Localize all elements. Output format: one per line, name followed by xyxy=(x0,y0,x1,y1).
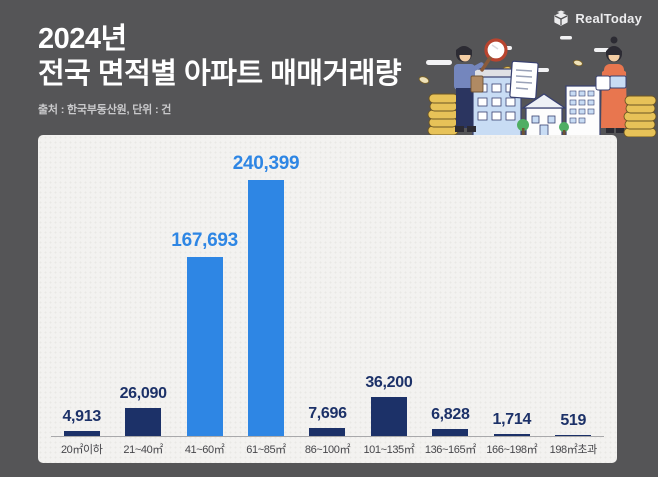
tick-label: 20㎡이하 xyxy=(60,444,103,456)
bar-value-label: 240,399 xyxy=(232,153,300,174)
bar-value-label: 26,090 xyxy=(119,385,167,402)
bar-column: 1,714 xyxy=(481,411,542,436)
bar xyxy=(555,435,592,436)
tick-label: 136~165㎡ xyxy=(424,444,476,456)
bar-value-label: 6,828 xyxy=(431,406,470,423)
tick-label: 41~60㎡ xyxy=(184,444,225,456)
bar xyxy=(493,434,530,436)
house-icon xyxy=(521,93,567,138)
chart-panel: 4,913 26,090 167,693 240,399 7,696 36,200 6,82… xyxy=(38,135,617,463)
bar-column: 167,693 xyxy=(171,230,238,436)
bar-value-label: 1,714 xyxy=(492,411,532,428)
bar-column: 36,200 xyxy=(358,374,419,436)
bar-value-label: 36,200 xyxy=(365,374,413,391)
bar-column: 26,090 xyxy=(112,385,173,436)
bar xyxy=(248,180,285,436)
bar-value-label: 167,693 xyxy=(171,230,238,251)
person-right xyxy=(595,36,627,133)
bar-chart: 4,913 26,090 167,693 240,399 7,696 36,200 6,82… xyxy=(51,143,604,437)
title-line2: 전국 면적별 아파트 매매거래량 xyxy=(38,57,402,90)
bar-value-label: 7,696 xyxy=(308,405,347,422)
building-white xyxy=(565,85,601,138)
bar-column: 6,828 xyxy=(420,406,481,436)
bar xyxy=(186,257,223,436)
bar xyxy=(370,397,407,436)
bar-column: 240,399 xyxy=(233,153,300,436)
bar-value-label: 519 xyxy=(560,412,587,429)
tick-label: 101~135㎡ xyxy=(363,444,415,456)
logo-text: RealToday xyxy=(575,10,642,26)
tick-label: 21~40㎡ xyxy=(123,444,163,456)
real-estate-illustration xyxy=(418,28,658,138)
tick-label: 61~85㎡ xyxy=(246,444,286,456)
coin-stack-left xyxy=(427,93,459,136)
bar xyxy=(125,408,162,436)
bar-column: 519 xyxy=(543,412,604,436)
tick-label: 166~198㎡ xyxy=(486,444,538,456)
bar xyxy=(309,428,346,436)
coin-stack-right xyxy=(623,95,657,138)
bar xyxy=(432,429,469,436)
magnifier-icon xyxy=(480,38,508,72)
tick-label: 86~100㎡ xyxy=(304,444,351,456)
tick-label: 198㎡초과 xyxy=(549,444,598,456)
document-icon xyxy=(509,60,539,100)
page-title: 2024년 전국 면적별 아파트 매매거래량 xyxy=(38,22,402,92)
box-house-icon xyxy=(552,10,570,26)
person-left xyxy=(454,46,484,132)
bar-column: 4,913 xyxy=(51,408,112,436)
tree-icons xyxy=(517,119,569,137)
title-line1: 2024년 xyxy=(38,23,127,55)
x-axis-labels: 20㎡이하 21~40㎡ 41~60㎡ 61~85㎡ 86~100㎡ 101~135㎡ 13… xyxy=(51,441,604,457)
bar-column: 7,696 xyxy=(297,405,358,436)
realtoday-logo: RealToday xyxy=(552,10,642,26)
source-note: 출처 : 한국부동산원, 단위 : 건 xyxy=(38,103,172,116)
bar xyxy=(63,431,100,436)
header: 2024년 전국 면적별 아파트 매매거래량 출처 : 한국부동산원, 단위 :… xyxy=(38,22,402,117)
bar-value-label: 4,913 xyxy=(62,408,101,425)
